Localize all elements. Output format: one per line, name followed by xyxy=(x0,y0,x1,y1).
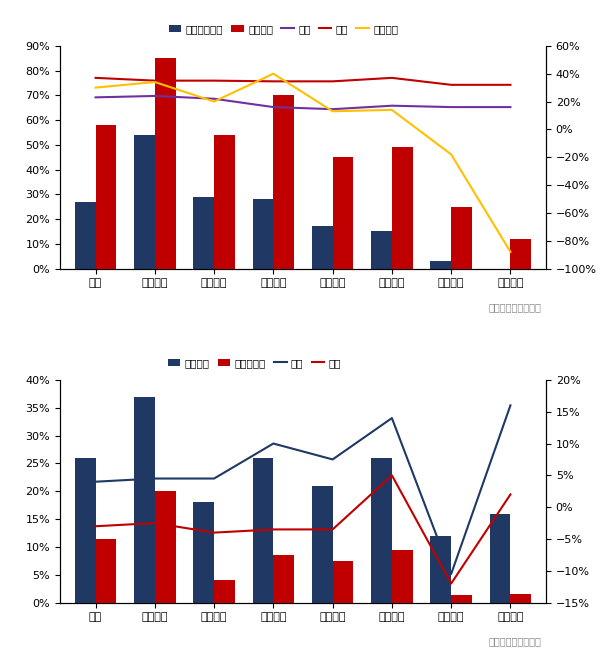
Bar xyxy=(430,536,451,603)
预计同比 xyxy=(388,106,395,114)
同比 xyxy=(329,525,336,533)
Bar xyxy=(155,58,176,269)
Bar xyxy=(253,199,274,269)
Bar xyxy=(193,196,214,269)
Legend: 劳务到位, 劳务上岗率, 同比, 同比: 劳务到位, 劳务上岗率, 同比, 同比 xyxy=(164,354,345,372)
同比 xyxy=(507,103,514,111)
环比 xyxy=(270,77,277,85)
同比 xyxy=(211,95,218,103)
Bar xyxy=(193,502,214,603)
Bar xyxy=(75,458,95,603)
同比 xyxy=(388,414,395,422)
Bar xyxy=(95,538,116,603)
同比 xyxy=(270,440,277,447)
同比 xyxy=(507,491,514,498)
Bar xyxy=(430,261,451,269)
Bar xyxy=(134,135,155,269)
同比 xyxy=(151,475,158,483)
同比 xyxy=(92,94,99,102)
Line: 同比: 同比 xyxy=(95,476,511,584)
环比 xyxy=(92,74,99,82)
Line: 同比: 同比 xyxy=(95,405,511,574)
预计同比 xyxy=(448,151,455,159)
Bar xyxy=(274,555,294,603)
同比 xyxy=(507,402,514,409)
环比 xyxy=(151,77,158,84)
Bar xyxy=(214,580,235,603)
同比 xyxy=(448,103,455,111)
Bar xyxy=(312,227,332,269)
Bar xyxy=(511,239,531,269)
Bar xyxy=(451,595,472,603)
同比 xyxy=(270,103,277,111)
Text: 数据来源：百年建筑: 数据来源：百年建筑 xyxy=(488,302,541,312)
同比 xyxy=(151,519,158,527)
同比 xyxy=(388,102,395,109)
预计同比 xyxy=(211,98,218,105)
Bar xyxy=(451,207,472,269)
环比 xyxy=(448,81,455,88)
同比 xyxy=(388,472,395,479)
Text: 数据来源：百年建筑: 数据来源：百年建筑 xyxy=(488,636,541,646)
Bar xyxy=(332,561,353,603)
Bar xyxy=(274,96,294,269)
Bar xyxy=(312,486,332,603)
环比 xyxy=(388,74,395,82)
Line: 同比: 同比 xyxy=(95,96,511,109)
预计同比 xyxy=(151,78,158,86)
同比 xyxy=(92,477,99,485)
Bar xyxy=(371,231,392,269)
Bar xyxy=(392,147,413,269)
Bar xyxy=(75,202,95,269)
同比 xyxy=(448,580,455,588)
同比 xyxy=(448,570,455,578)
同比 xyxy=(270,525,277,533)
同比 xyxy=(151,92,158,100)
Bar xyxy=(253,458,274,603)
同比 xyxy=(92,522,99,530)
预计同比 xyxy=(329,107,336,115)
同比 xyxy=(211,529,218,536)
同比 xyxy=(329,455,336,463)
Bar xyxy=(214,135,235,269)
同比 xyxy=(329,105,336,113)
Bar xyxy=(371,458,392,603)
Bar xyxy=(511,594,531,603)
Line: 预计同比: 预计同比 xyxy=(95,74,511,252)
预计同比 xyxy=(92,84,99,92)
Bar xyxy=(134,396,155,603)
环比 xyxy=(329,77,336,85)
Legend: 工地开复工率, 预计下周, 同比, 环比, 预计同比: 工地开复工率, 预计下周, 同比, 环比, 预计同比 xyxy=(165,20,403,38)
Bar xyxy=(155,491,176,603)
Bar xyxy=(490,514,511,603)
环比 xyxy=(507,81,514,88)
Line: 环比: 环比 xyxy=(95,78,511,84)
环比 xyxy=(211,77,218,84)
Bar xyxy=(392,550,413,603)
Bar xyxy=(95,125,116,269)
预计同比 xyxy=(507,248,514,255)
预计同比 xyxy=(270,70,277,78)
同比 xyxy=(211,475,218,483)
Bar xyxy=(332,157,353,269)
